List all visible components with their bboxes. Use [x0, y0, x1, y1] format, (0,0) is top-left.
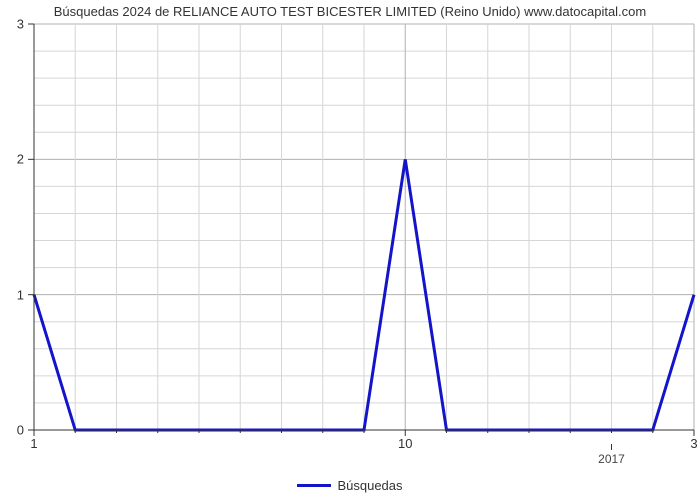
y-tick-label: 1 [0, 287, 24, 302]
legend-line [297, 484, 331, 487]
x-tick-label: 3 [690, 436, 697, 451]
legend: Búsquedas [0, 478, 700, 493]
legend-label: Búsquedas [337, 478, 402, 493]
plot-area [34, 24, 694, 430]
y-tick-label: 0 [0, 423, 24, 438]
y-tick-label: 3 [0, 17, 24, 32]
x-tick-label: 10 [398, 436, 412, 451]
chart-title: Búsquedas 2024 de RELIANCE AUTO TEST BIC… [0, 4, 700, 19]
chart-container: Búsquedas 2024 de RELIANCE AUTO TEST BIC… [0, 0, 700, 500]
x-subaxis-label: 2017 [598, 452, 625, 466]
y-tick-label: 2 [0, 152, 24, 167]
x-tick-label: 1 [30, 436, 37, 451]
